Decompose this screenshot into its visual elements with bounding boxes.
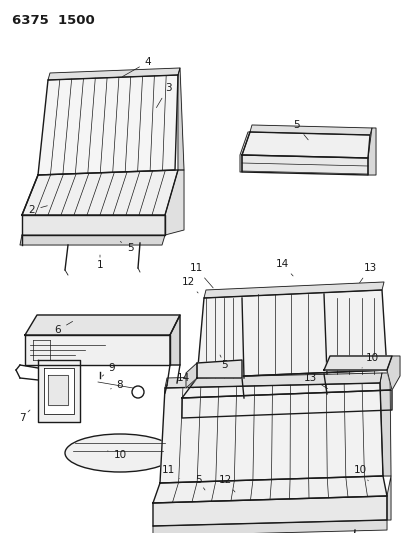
Polygon shape — [380, 373, 391, 476]
Polygon shape — [204, 282, 384, 298]
Text: 14: 14 — [275, 259, 293, 276]
Text: 10: 10 — [362, 353, 379, 368]
Text: 14: 14 — [176, 373, 193, 388]
Polygon shape — [48, 375, 68, 405]
Polygon shape — [387, 476, 391, 520]
Polygon shape — [182, 370, 392, 398]
Polygon shape — [368, 128, 376, 175]
Text: 2: 2 — [29, 205, 47, 215]
Polygon shape — [153, 476, 387, 503]
Text: 5: 5 — [120, 241, 133, 253]
Polygon shape — [170, 315, 180, 365]
Polygon shape — [25, 335, 170, 365]
Ellipse shape — [65, 434, 175, 472]
Polygon shape — [153, 496, 387, 526]
Polygon shape — [22, 215, 165, 235]
Polygon shape — [197, 290, 387, 378]
Polygon shape — [165, 373, 382, 388]
Text: 9: 9 — [102, 363, 115, 376]
Text: 12: 12 — [218, 475, 235, 492]
Polygon shape — [22, 170, 178, 215]
Polygon shape — [197, 360, 242, 378]
Polygon shape — [387, 356, 400, 390]
Text: 5: 5 — [293, 120, 308, 140]
Text: 12: 12 — [182, 277, 198, 293]
Text: 7: 7 — [19, 410, 30, 423]
Polygon shape — [165, 170, 184, 235]
Text: 6375  1500: 6375 1500 — [12, 14, 95, 27]
Polygon shape — [250, 125, 372, 135]
Text: 5: 5 — [220, 355, 228, 370]
Polygon shape — [240, 132, 250, 172]
Polygon shape — [48, 68, 180, 80]
Polygon shape — [324, 356, 392, 370]
Polygon shape — [242, 155, 368, 175]
Text: 11: 11 — [162, 465, 180, 479]
Text: 8: 8 — [111, 380, 123, 390]
Text: 11: 11 — [189, 263, 213, 288]
Text: 13: 13 — [359, 263, 377, 282]
Polygon shape — [38, 75, 178, 175]
Text: 4: 4 — [122, 57, 151, 77]
Text: 10: 10 — [108, 450, 126, 460]
Text: 13: 13 — [304, 373, 328, 389]
Polygon shape — [178, 68, 184, 170]
Polygon shape — [153, 520, 387, 533]
Polygon shape — [25, 315, 180, 335]
Polygon shape — [38, 360, 80, 422]
Text: 5: 5 — [195, 475, 205, 490]
Polygon shape — [44, 368, 74, 414]
Text: 1: 1 — [97, 255, 103, 270]
Text: 10: 10 — [353, 465, 368, 481]
Polygon shape — [182, 390, 392, 418]
Polygon shape — [186, 363, 197, 388]
Text: 6: 6 — [55, 321, 73, 335]
Polygon shape — [160, 383, 383, 483]
Polygon shape — [20, 235, 165, 245]
Text: 3: 3 — [156, 83, 171, 108]
Polygon shape — [242, 132, 370, 158]
